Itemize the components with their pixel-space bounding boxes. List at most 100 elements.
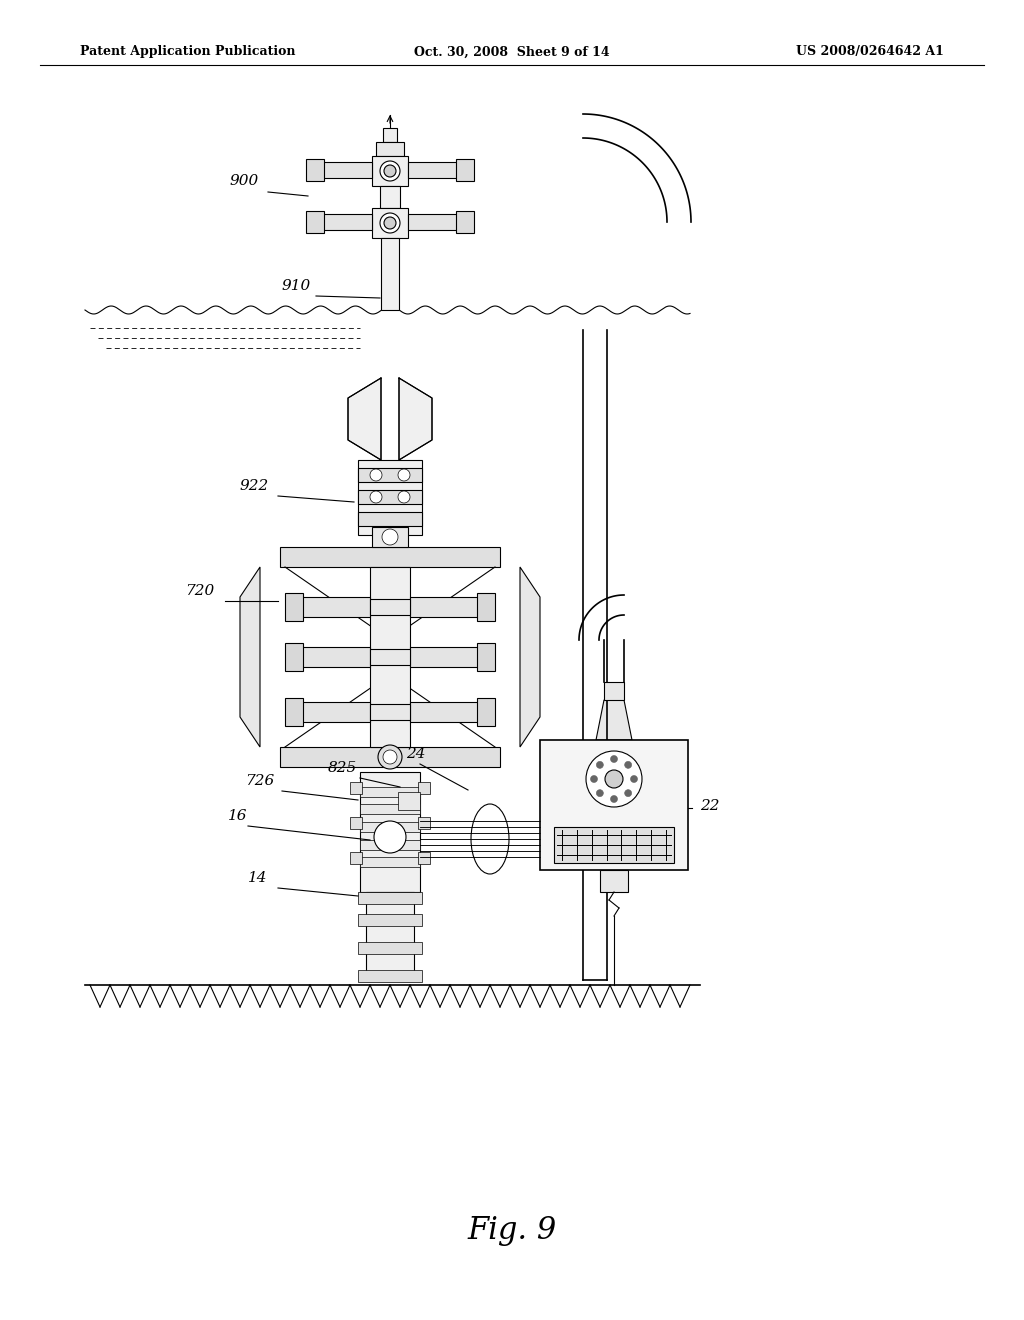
- Text: 726: 726: [245, 774, 274, 788]
- Bar: [360, 772, 420, 892]
- Text: 825: 825: [328, 762, 357, 775]
- Circle shape: [586, 751, 642, 807]
- Text: 16: 16: [228, 809, 248, 822]
- Circle shape: [398, 491, 410, 503]
- Bar: [381, 238, 399, 310]
- Bar: [322, 214, 372, 230]
- Polygon shape: [348, 378, 381, 459]
- Circle shape: [631, 776, 638, 783]
- Circle shape: [380, 161, 400, 181]
- Text: Fig. 9: Fig. 9: [467, 1214, 557, 1246]
- Bar: [408, 162, 458, 178]
- Circle shape: [378, 744, 402, 770]
- Text: US 2008/0264642 A1: US 2008/0264642 A1: [796, 45, 944, 58]
- Text: 22: 22: [700, 799, 720, 813]
- Bar: [358, 942, 422, 954]
- Circle shape: [625, 789, 632, 797]
- Circle shape: [625, 762, 632, 768]
- Polygon shape: [596, 700, 632, 741]
- Bar: [410, 647, 490, 667]
- Circle shape: [384, 216, 396, 228]
- Bar: [322, 162, 372, 178]
- Bar: [456, 211, 474, 234]
- Bar: [360, 822, 420, 832]
- Bar: [477, 643, 495, 671]
- Bar: [600, 870, 628, 892]
- Bar: [418, 817, 430, 829]
- Bar: [358, 892, 422, 904]
- Bar: [306, 211, 324, 234]
- Bar: [280, 747, 500, 767]
- Bar: [410, 702, 490, 722]
- Bar: [285, 643, 303, 671]
- Bar: [410, 597, 490, 616]
- Circle shape: [398, 469, 410, 480]
- Bar: [358, 469, 422, 482]
- Bar: [554, 828, 674, 863]
- Bar: [418, 851, 430, 865]
- Polygon shape: [520, 568, 540, 747]
- Bar: [306, 158, 324, 181]
- Bar: [372, 209, 408, 238]
- Bar: [290, 597, 370, 616]
- Bar: [477, 698, 495, 726]
- Bar: [360, 840, 420, 850]
- Bar: [383, 128, 397, 143]
- Bar: [290, 702, 370, 722]
- Circle shape: [383, 750, 397, 764]
- Bar: [358, 490, 422, 504]
- Bar: [370, 568, 410, 747]
- Bar: [360, 857, 420, 867]
- Bar: [350, 817, 362, 829]
- Circle shape: [370, 491, 382, 503]
- Bar: [285, 593, 303, 620]
- Circle shape: [596, 762, 603, 768]
- Bar: [350, 851, 362, 865]
- Bar: [398, 792, 420, 810]
- Circle shape: [374, 821, 406, 853]
- Text: Patent Application Publication: Patent Application Publication: [80, 45, 296, 58]
- Circle shape: [384, 165, 396, 177]
- Bar: [280, 546, 500, 568]
- Polygon shape: [399, 378, 432, 459]
- Bar: [477, 593, 495, 620]
- Text: 14: 14: [248, 871, 267, 884]
- Bar: [358, 970, 422, 982]
- Circle shape: [382, 529, 398, 545]
- Circle shape: [610, 796, 617, 803]
- Circle shape: [605, 770, 623, 788]
- Circle shape: [380, 213, 400, 234]
- Bar: [360, 787, 420, 797]
- Bar: [408, 214, 458, 230]
- Text: 900: 900: [230, 174, 259, 187]
- Bar: [358, 512, 422, 525]
- Circle shape: [610, 755, 617, 763]
- Bar: [370, 704, 410, 719]
- Bar: [540, 741, 688, 870]
- Circle shape: [596, 789, 603, 797]
- Bar: [370, 649, 410, 665]
- Bar: [358, 459, 422, 535]
- Text: 720: 720: [185, 583, 214, 598]
- Text: 922: 922: [240, 479, 269, 492]
- Bar: [372, 156, 408, 186]
- Circle shape: [370, 469, 382, 480]
- Circle shape: [591, 776, 597, 783]
- Bar: [360, 804, 420, 814]
- Text: Oct. 30, 2008  Sheet 9 of 14: Oct. 30, 2008 Sheet 9 of 14: [414, 45, 610, 58]
- Bar: [376, 143, 404, 156]
- Bar: [370, 599, 410, 615]
- Bar: [350, 781, 362, 795]
- Bar: [358, 913, 422, 927]
- Text: 910: 910: [282, 279, 311, 293]
- Bar: [366, 892, 414, 979]
- Bar: [418, 781, 430, 795]
- Polygon shape: [240, 568, 260, 747]
- Bar: [456, 158, 474, 181]
- Text: 24: 24: [406, 747, 426, 762]
- Bar: [380, 186, 400, 209]
- Bar: [604, 682, 624, 700]
- Bar: [290, 647, 370, 667]
- Bar: [372, 527, 408, 546]
- Bar: [285, 698, 303, 726]
